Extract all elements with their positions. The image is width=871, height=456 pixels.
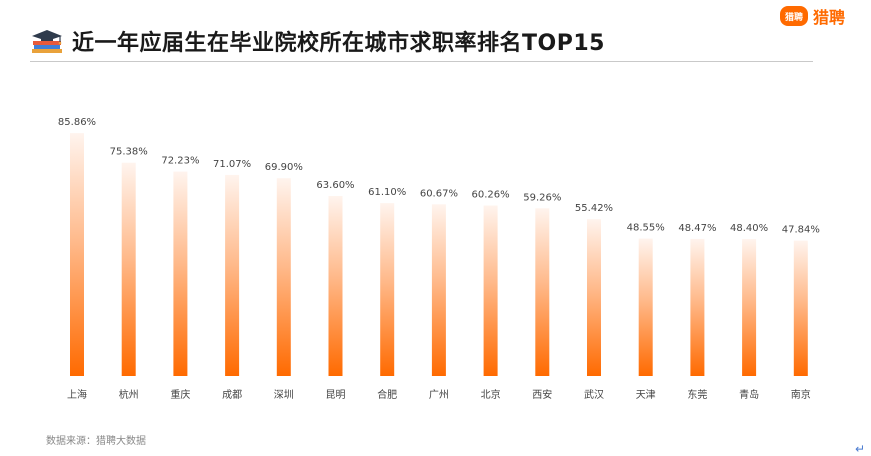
data-label: 75.38%	[110, 147, 148, 158]
x-tick-label: 武汉	[584, 388, 604, 401]
x-tick-label: 南京	[791, 388, 811, 401]
data-label: 55.42%	[575, 203, 613, 214]
data-label: 60.67%	[420, 188, 458, 199]
data-label: 69.90%	[265, 162, 303, 173]
x-tick-label: 深圳	[274, 389, 294, 401]
brand-name: 猎聘	[813, 8, 846, 27]
x-tick-label: 天津	[636, 389, 656, 401]
bar-青岛	[742, 239, 757, 376]
bar-北京	[483, 205, 498, 376]
x-tick-label: 合肥	[377, 388, 397, 401]
bar-武汉	[587, 219, 601, 376]
title-divider	[30, 61, 813, 62]
bar-昆明	[328, 196, 343, 376]
brand-logo: 猎聘	[780, 6, 808, 26]
x-tick-label: 昆明	[326, 389, 346, 401]
x-tick-label: 西安	[532, 388, 552, 401]
bar-深圳	[276, 178, 291, 376]
brand: 猎聘 猎聘	[780, 5, 845, 27]
x-tick-label: 广州	[429, 389, 449, 401]
x-tick-label: 东莞	[687, 388, 707, 401]
bar-广州	[431, 204, 446, 376]
bar-南京	[793, 240, 808, 376]
bar-天津	[638, 238, 653, 376]
data-source-note: 数据来源：猎聘大数据	[46, 436, 146, 447]
data-label: 48.55%	[627, 223, 665, 234]
data-label: 71.07%	[213, 159, 251, 170]
data-label: 61.10%	[368, 187, 406, 198]
data-label: 48.47%	[678, 223, 716, 234]
bar-西安	[535, 208, 550, 376]
x-tick-label: 北京	[481, 388, 501, 401]
data-label: 48.40%	[730, 223, 768, 234]
data-label: 47.84%	[782, 225, 820, 236]
bar-上海	[70, 133, 84, 376]
bar-重庆	[173, 171, 188, 376]
data-label: 60.26%	[472, 190, 510, 201]
page-title: 近一年应届生在毕业院校所在城市求职率排名TOP15	[72, 31, 605, 56]
bar-合肥	[380, 203, 395, 376]
bar-成都	[225, 174, 240, 376]
bar-东莞	[690, 238, 705, 376]
bar-杭州	[121, 162, 136, 376]
data-label: 63.60%	[316, 180, 354, 191]
data-label: 72.23%	[161, 156, 199, 167]
data-label: 85.86%	[58, 117, 96, 128]
x-tick-label: 成都	[222, 389, 242, 401]
data-label: 59.26%	[523, 192, 561, 203]
x-tick-label: 杭州	[119, 388, 139, 401]
x-tick-label: 上海	[67, 388, 87, 401]
x-tick-label: 重庆	[170, 388, 190, 401]
graduation-cap-books-icon	[30, 28, 64, 56]
x-tick-label: 青岛	[739, 388, 759, 401]
return-icon: ↵	[855, 442, 866, 456]
